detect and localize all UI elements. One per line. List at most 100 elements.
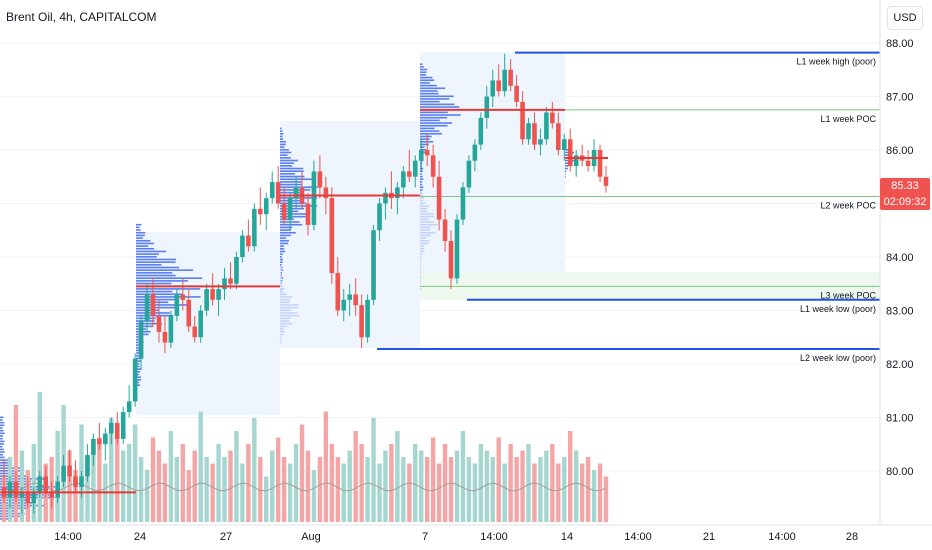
volume-bar bbox=[222, 457, 227, 522]
profile-bar bbox=[136, 293, 183, 296]
candle-body bbox=[198, 310, 203, 338]
profile-bar bbox=[136, 242, 155, 245]
last-price: 85.33 bbox=[891, 180, 919, 192]
profile-bar bbox=[280, 213, 310, 215]
volume-bar bbox=[347, 450, 352, 522]
time-tick-label: 27 bbox=[220, 531, 232, 543]
candle-body bbox=[281, 203, 287, 220]
profile-bar bbox=[280, 223, 303, 226]
profile-bar bbox=[420, 239, 430, 242]
candle-body bbox=[556, 123, 561, 150]
profile-bar bbox=[136, 226, 140, 229]
profile-bar bbox=[420, 197, 425, 199]
volume-bar bbox=[466, 457, 472, 522]
profile-bar bbox=[565, 138, 566, 140]
profile-bar bbox=[280, 328, 284, 330]
candle-body bbox=[108, 422, 114, 434]
profile-bar bbox=[136, 237, 144, 239]
candle-body bbox=[162, 331, 168, 343]
volume-bar bbox=[520, 450, 525, 522]
profile-bar bbox=[280, 285, 284, 288]
profile-bar bbox=[420, 76, 433, 79]
profile-bar bbox=[420, 68, 428, 71]
volume-bar bbox=[556, 463, 561, 522]
candle-body bbox=[573, 155, 579, 167]
volume-bar bbox=[490, 457, 495, 522]
candle-body bbox=[520, 101, 525, 140]
candle-body bbox=[490, 80, 496, 97]
profile-bar bbox=[280, 183, 303, 186]
profile-bar bbox=[280, 261, 283, 263]
profile-bar bbox=[136, 346, 140, 349]
volume-bar bbox=[186, 470, 191, 522]
candle-body bbox=[597, 150, 603, 177]
profile-bar bbox=[280, 293, 287, 296]
candle-body bbox=[585, 160, 591, 167]
candle-body bbox=[240, 235, 245, 257]
profile-bar bbox=[420, 74, 426, 76]
time-tick-label: 21 bbox=[703, 531, 715, 543]
candle-body bbox=[43, 476, 49, 493]
volume-bar bbox=[91, 444, 96, 522]
candle-body bbox=[228, 278, 233, 284]
profile-bar bbox=[280, 127, 282, 130]
profile-bar bbox=[136, 322, 163, 325]
volume-bar bbox=[573, 450, 579, 522]
candle-body bbox=[359, 305, 364, 338]
candle-body bbox=[496, 80, 502, 92]
price-axis[interactable]: 88.00 87.00 86.00 84.00 83.00 82.00 81.00 80.00 bbox=[879, 0, 914, 525]
volume-bar bbox=[597, 463, 603, 522]
profile-bar bbox=[280, 202, 307, 205]
profile-bar bbox=[420, 79, 435, 82]
profile-bar bbox=[280, 186, 318, 189]
profile-bar bbox=[136, 282, 172, 285]
candle-body bbox=[460, 187, 466, 220]
candle-body bbox=[263, 198, 269, 215]
profile-bar bbox=[0, 424, 5, 427]
candle-body bbox=[329, 198, 335, 274]
volume-bar bbox=[37, 392, 42, 522]
price-tick-label: 88.00 bbox=[886, 38, 914, 50]
profile-bar bbox=[280, 314, 300, 317]
profile-bar bbox=[280, 165, 293, 167]
volume-bar bbox=[180, 444, 186, 522]
profile-bar bbox=[420, 191, 422, 194]
volume-bar bbox=[85, 457, 90, 522]
profile-bar bbox=[280, 149, 289, 151]
profile-bar bbox=[420, 84, 437, 87]
profile-bar bbox=[0, 437, 3, 440]
profile-bar bbox=[136, 298, 177, 301]
profile-bar bbox=[420, 237, 427, 239]
volume-bar bbox=[329, 444, 335, 522]
profile-bar bbox=[420, 124, 448, 127]
bar-countdown: 02:09:32 bbox=[883, 196, 927, 208]
currency-button[interactable]: USD bbox=[887, 6, 923, 30]
candle-body bbox=[472, 144, 478, 161]
volume-bar bbox=[502, 463, 507, 522]
time-axis[interactable]: 14:00 24 27 Aug 7 14:00 14 14:00 21 14:00 28 bbox=[0, 524, 932, 543]
volume-bar bbox=[484, 450, 489, 522]
candle-body bbox=[168, 315, 174, 343]
volume-bar bbox=[198, 411, 203, 522]
profile-bar bbox=[136, 384, 141, 386]
candle-body bbox=[478, 117, 484, 145]
profile-bar bbox=[420, 114, 461, 116]
volume-bar bbox=[591, 470, 597, 522]
profile-bar bbox=[280, 140, 287, 143]
profile-bar bbox=[420, 194, 423, 197]
profile-bar bbox=[420, 234, 432, 237]
time-tick-label: 14:00 bbox=[54, 531, 82, 543]
profile-bar bbox=[280, 237, 287, 239]
profile-bar bbox=[0, 416, 4, 419]
volume-bar bbox=[454, 450, 460, 522]
volume-bar bbox=[579, 463, 585, 522]
profile-bar bbox=[280, 301, 290, 304]
profile-bar bbox=[280, 253, 283, 255]
profile-bar bbox=[280, 170, 304, 172]
candle-body bbox=[180, 294, 186, 300]
candle-body bbox=[323, 187, 329, 199]
profile-bar bbox=[420, 183, 423, 186]
profile-bar bbox=[280, 173, 295, 175]
volume-bar bbox=[550, 444, 555, 522]
